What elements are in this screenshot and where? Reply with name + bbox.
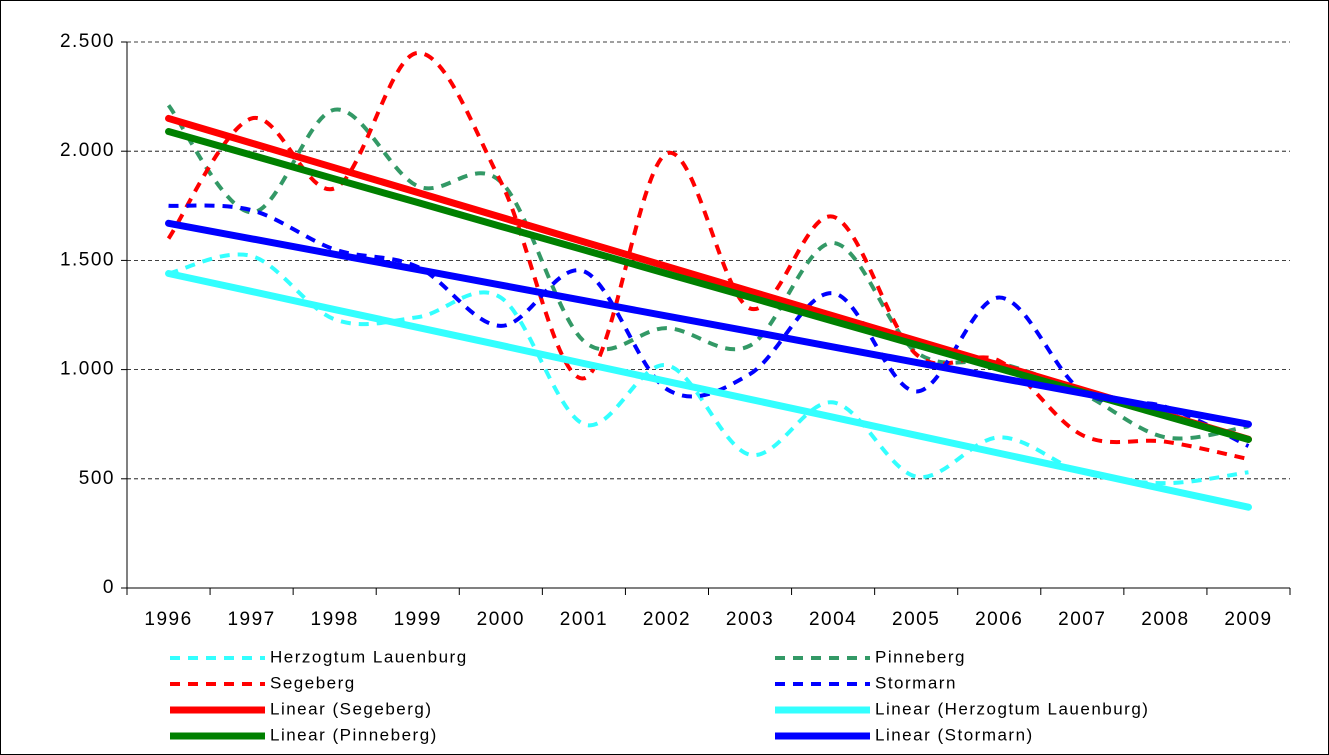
x-tick-label: 2009 <box>1224 609 1272 630</box>
y-tick-label: 2.000 <box>60 140 115 161</box>
x-tick-label: 2002 <box>643 609 691 630</box>
series-line <box>168 203 1250 448</box>
x-tick-label: 2005 <box>892 609 940 630</box>
x-tick-label: 2006 <box>975 609 1023 630</box>
y-tick-label: 2.500 <box>60 31 115 52</box>
legend-label: Linear (Stormarn) <box>875 725 1034 744</box>
x-tick-label: 2007 <box>1058 609 1106 630</box>
x-tick-label: 1998 <box>311 609 359 630</box>
x-tick-label: 2004 <box>809 609 857 630</box>
trend-line <box>165 270 1252 511</box>
legend: Herzogtum Lauenburg Pinneberg Segeberg Stor… <box>170 647 1149 744</box>
y-tick-label: 1.000 <box>60 359 115 380</box>
x-tick-label: 2000 <box>477 609 525 630</box>
legend-label: Herzogtum Lauenburg <box>270 647 468 666</box>
series-line <box>168 252 1249 486</box>
y-tick-label: 1.500 <box>60 249 115 270</box>
series-line <box>166 50 1249 462</box>
x-tick-label: 1999 <box>394 609 442 630</box>
trend-line <box>165 219 1252 428</box>
y-tick-label: 500 <box>79 468 115 489</box>
legend-label: Linear (Segeberg) <box>270 699 433 718</box>
legend-label: Linear (Herzogtum Lauenburg) <box>875 699 1149 718</box>
x-tick-label: 1997 <box>227 609 275 630</box>
x-tick-label: 2003 <box>726 609 774 630</box>
y-tick-label: 0 <box>103 577 115 598</box>
legend-label: Stormarn <box>875 673 957 692</box>
legend-label: Pinneberg <box>875 647 966 666</box>
legend-label: Linear (Pinneberg) <box>270 725 438 744</box>
x-tick-label: 1996 <box>144 609 192 630</box>
legend-label: Segeberg <box>270 673 356 692</box>
x-tick-label: 2001 <box>560 609 608 630</box>
x-tick-label: 2008 <box>1141 609 1189 630</box>
